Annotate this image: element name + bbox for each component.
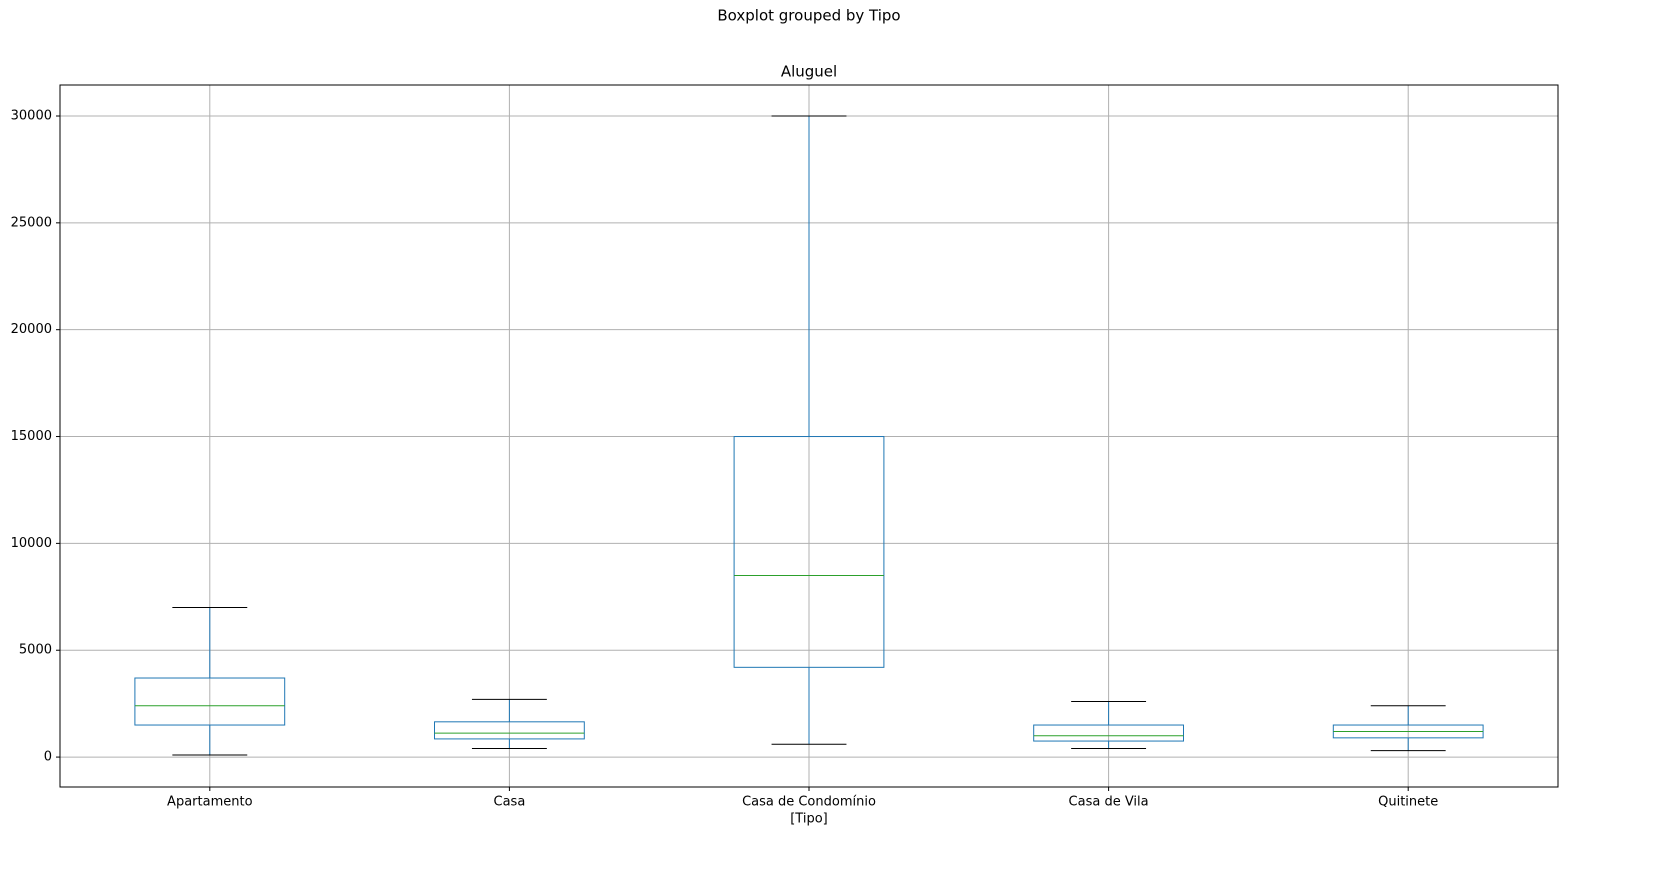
y-tick-label: 10000 xyxy=(11,536,52,551)
x-tick-label: Casa de Vila xyxy=(1069,795,1149,810)
x-axis-label: [Tipo] xyxy=(790,812,828,827)
chart-subtitle: Aluguel xyxy=(781,63,837,81)
box xyxy=(134,677,286,726)
y-tick-label: 0 xyxy=(44,750,52,765)
box xyxy=(1033,724,1184,742)
chart-title: Boxplot grouped by Tipo xyxy=(717,7,900,25)
y-tick-label: 30000 xyxy=(11,108,52,123)
y-tick-label: 15000 xyxy=(11,429,52,444)
y-tick-label: 25000 xyxy=(11,215,52,230)
x-tick-label: Quitinete xyxy=(1378,795,1438,810)
y-tick-label: 20000 xyxy=(11,322,52,337)
x-tick-label: Casa de Condomínio xyxy=(742,795,876,810)
box xyxy=(434,721,585,740)
x-tick-label: Apartamento xyxy=(167,795,253,810)
y-tick-label: 5000 xyxy=(19,643,52,658)
box xyxy=(733,436,885,668)
x-tick-label: Casa xyxy=(494,795,526,810)
plot-frame xyxy=(59,84,1559,788)
